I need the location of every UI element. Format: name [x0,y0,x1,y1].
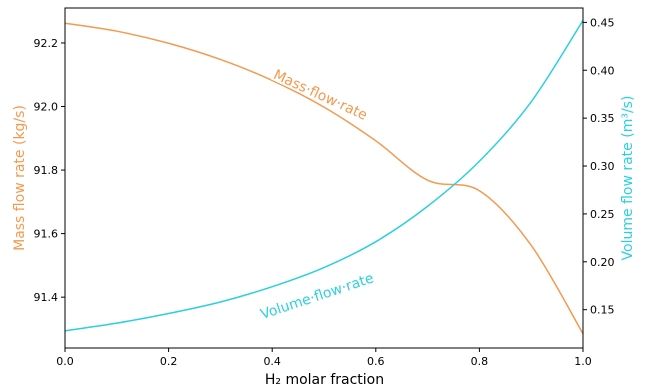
right-y-tick-label: 0.45 [590,16,615,29]
left-y-tick-label: 91.6 [34,228,59,241]
right-y-tick-label: 0.35 [590,112,615,125]
x-tick-label: 0.2 [160,355,178,368]
curve-label-background [264,270,369,319]
right-y-tick-label: 0.30 [590,160,615,173]
x-axis-label: H₂ molar fraction [265,372,384,388]
x-tick-label: 0.4 [263,355,281,368]
series-line-volume-flow-rate [64,20,584,332]
left-y-axis-label: Mass flow rate (kg/s) [12,105,28,251]
right-y-tick-label: 0.25 [590,208,615,221]
right-y-tick-label: 0.20 [590,256,615,269]
x-axis-ticks: 0.0 0.2 0.4 0.6 0.8 1.0 [56,348,592,368]
curve-label-mass-flow-rate: Mass·flow·rate [271,67,370,124]
plot-frame [64,7,584,349]
right-y-axis-label: Volume flow rate (m³/s) [620,96,636,261]
x-tick-label: 1.0 [574,355,592,368]
right-y-tick-label: 0.40 [590,64,615,77]
left-y-tick-label: 91.4 [34,291,59,304]
left-y-tick-label: 91.8 [34,164,59,177]
curve-label-background [270,64,372,123]
x-tick-label: 0.8 [471,355,489,368]
left-y-tick-label: 92.2 [34,37,59,50]
plot-area [64,20,584,335]
curve-label-volume-flow-rate: Volume·flow·rate [259,270,376,323]
left-y-tick-label: 92.0 [34,101,59,114]
right-y-tick-label: 0.15 [590,304,615,317]
series-line-mass-flow-rate [64,22,584,335]
right-y-axis-ticks: 0.15 0.20 0.25 0.30 0.35 0.40 0.45 [583,16,615,317]
x-tick-label: 0.0 [56,355,74,368]
left-y-axis-ticks: 91.4 91.6 91.8 92.0 92.2 [34,37,65,304]
x-tick-label: 0.6 [367,355,385,368]
